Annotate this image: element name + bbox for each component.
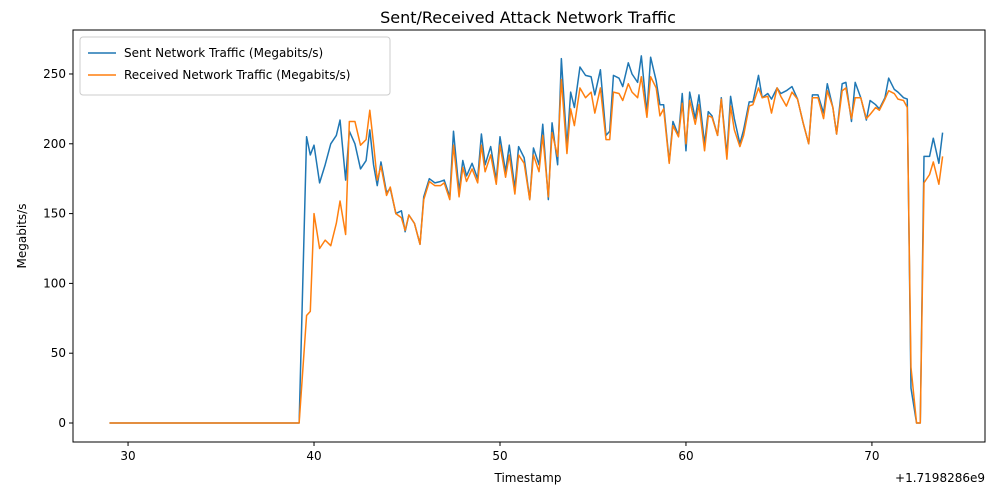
y-tick-label: 150 <box>43 207 66 221</box>
y-tick-label: 50 <box>51 346 66 360</box>
plot-frame <box>72 29 986 443</box>
legend-label: Received Network Traffic (Megabits/s) <box>124 68 350 82</box>
y-tick-label: 200 <box>43 137 66 151</box>
y-tick-label: 100 <box>43 276 66 290</box>
x-axis-label: Timestamp <box>494 471 562 485</box>
legend-box <box>79 36 391 96</box>
chart-title: Sent/Received Attack Network Traffic <box>380 8 676 27</box>
legend-label: Sent Network Traffic (Megabits/s) <box>124 46 323 60</box>
x-tick-label: 60 <box>678 449 693 463</box>
x-tick-label: 40 <box>306 449 321 463</box>
x-tick-label: 70 <box>864 449 879 463</box>
y-tick-label: 250 <box>43 67 66 81</box>
x-tick-label: 30 <box>120 449 135 463</box>
data-line <box>109 76 944 424</box>
x-tick-label: 50 <box>492 449 507 463</box>
x-offset-label: +1.7198286e9 <box>895 471 985 485</box>
y-axis-label: Megabits/s <box>15 204 29 269</box>
y-tick-label: 0 <box>58 416 66 430</box>
data-line <box>109 55 944 424</box>
